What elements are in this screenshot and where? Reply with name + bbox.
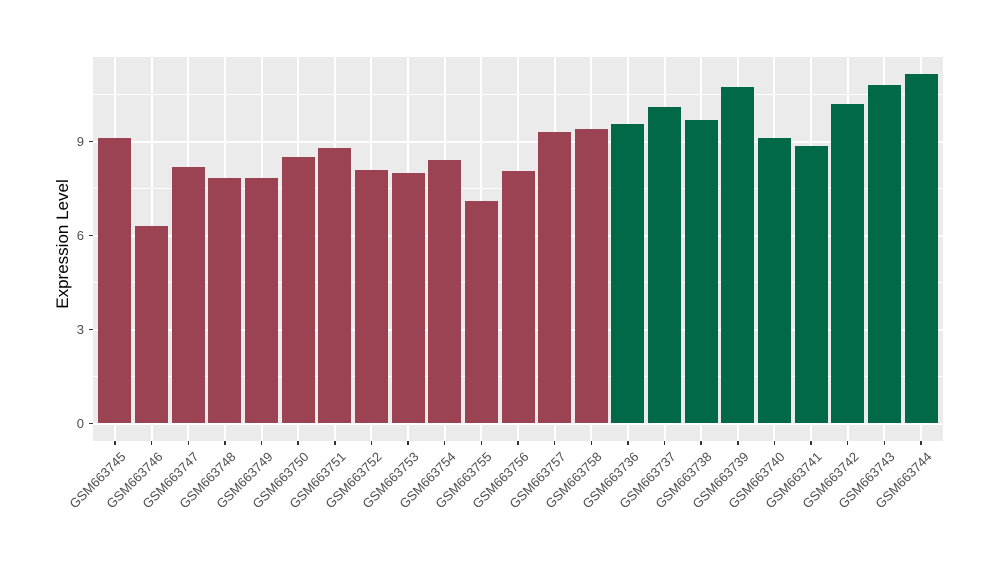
x-tick-mark	[700, 441, 702, 445]
y-tick-mark	[89, 328, 93, 331]
bar-GSM663740	[757, 138, 791, 424]
bar-GSM663745	[98, 138, 132, 424]
y-tick-mark	[89, 234, 93, 237]
bar-GSM663744	[904, 74, 938, 424]
x-tick-mark	[187, 441, 189, 445]
x-tick-mark	[846, 441, 849, 445]
x-tick-mark	[590, 441, 593, 445]
x-tick-mark	[370, 441, 373, 445]
y-tick-label-0: 0	[76, 415, 84, 431]
x-tick-mark	[297, 441, 299, 445]
x-tick-mark	[334, 441, 336, 445]
x-tick-mark	[810, 441, 812, 445]
x-tick-mark	[663, 441, 666, 445]
bar-GSM663738	[684, 119, 718, 424]
x-tick-mark	[883, 441, 886, 445]
bar-GSM663750	[281, 157, 315, 424]
bar-GSM663752	[354, 169, 388, 424]
y-tick-mark	[89, 422, 93, 425]
x-tick-mark	[260, 441, 263, 445]
bar-GSM663758	[574, 128, 608, 424]
x-tick-mark	[480, 441, 483, 445]
y-tick-label-3: 3	[76, 321, 84, 337]
bar-GSM663736	[611, 124, 645, 424]
bar-GSM663754	[428, 160, 462, 424]
x-tick-mark	[150, 441, 153, 445]
y-tick-label-6: 6	[76, 227, 84, 243]
bar-GSM663748	[208, 177, 242, 424]
bar-GSM663756	[501, 171, 535, 424]
bar-GSM663746	[135, 226, 169, 424]
x-tick-mark	[920, 441, 922, 445]
x-tick-mark	[553, 441, 556, 445]
bar-GSM663742	[831, 103, 865, 424]
bar-GSM663741	[794, 146, 828, 424]
y-tick-label-9: 9	[76, 133, 84, 149]
x-tick-mark	[407, 441, 409, 445]
bar-GSM663743	[867, 85, 901, 424]
x-tick-mark	[224, 441, 226, 445]
bar-GSM663755	[464, 201, 498, 424]
bar-GSM663753	[391, 172, 425, 424]
bar-GSM663749	[245, 177, 279, 424]
x-tick-mark	[114, 441, 116, 445]
y-tick-mark	[89, 140, 93, 143]
x-tick-mark	[773, 441, 776, 445]
bar-GSM663747	[171, 166, 205, 424]
plot-panel	[93, 57, 943, 441]
x-tick-mark	[517, 441, 519, 445]
y-axis-title: Expression Level	[53, 179, 72, 309]
bar-GSM663739	[721, 86, 755, 424]
bar-GSM663757	[538, 132, 572, 424]
x-tick-mark	[443, 441, 446, 445]
x-tick-mark	[737, 441, 739, 445]
bar-GSM663751	[318, 147, 352, 424]
x-tick-mark	[627, 441, 629, 445]
bar-GSM663737	[648, 107, 682, 424]
